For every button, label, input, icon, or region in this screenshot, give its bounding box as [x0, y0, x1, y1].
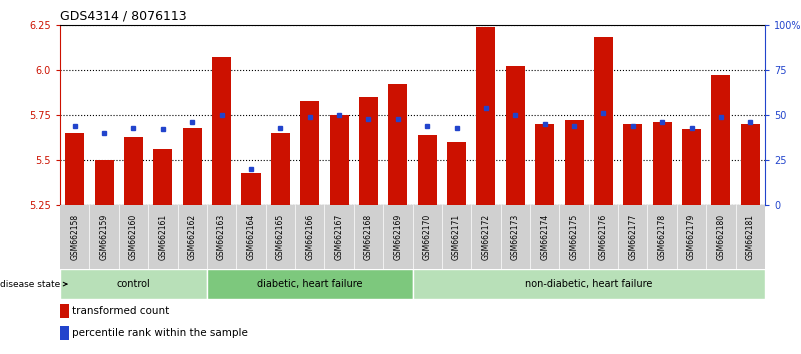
- Bar: [241, 173, 260, 205]
- Text: transformed count: transformed count: [72, 306, 170, 316]
- Text: GSM662176: GSM662176: [599, 214, 608, 260]
- Bar: [711, 75, 731, 205]
- Text: GSM662177: GSM662177: [628, 214, 638, 260]
- Text: GSM662172: GSM662172: [481, 214, 490, 260]
- Bar: [271, 133, 290, 205]
- Text: GSM662178: GSM662178: [658, 214, 666, 260]
- Text: GSM662166: GSM662166: [305, 214, 314, 260]
- Bar: [359, 97, 378, 205]
- Bar: [153, 149, 172, 205]
- Bar: [95, 160, 114, 205]
- Text: percentile rank within the sample: percentile rank within the sample: [72, 328, 248, 338]
- Bar: [413, 269, 765, 299]
- Bar: [565, 120, 584, 205]
- Text: non-diabetic, heart failure: non-diabetic, heart failure: [525, 279, 653, 289]
- Bar: [741, 124, 760, 205]
- Bar: [60, 269, 207, 299]
- Text: GSM662173: GSM662173: [511, 214, 520, 260]
- Text: disease state: disease state: [0, 280, 66, 289]
- Text: GSM662158: GSM662158: [70, 214, 79, 260]
- Bar: [212, 57, 231, 205]
- Text: GSM662167: GSM662167: [335, 214, 344, 260]
- Bar: [207, 269, 413, 299]
- Bar: [505, 66, 525, 205]
- Text: GSM662161: GSM662161: [159, 214, 167, 260]
- Text: GSM662168: GSM662168: [364, 214, 373, 260]
- Text: GSM662159: GSM662159: [99, 214, 109, 260]
- Bar: [60, 326, 69, 340]
- Text: GSM662162: GSM662162: [187, 214, 197, 260]
- Text: GSM662165: GSM662165: [276, 214, 285, 260]
- Text: GSM662179: GSM662179: [687, 214, 696, 260]
- Text: control: control: [117, 279, 151, 289]
- Bar: [417, 135, 437, 205]
- Bar: [594, 38, 613, 205]
- Bar: [65, 133, 84, 205]
- Bar: [623, 124, 642, 205]
- Text: GSM662180: GSM662180: [716, 214, 726, 260]
- Bar: [447, 142, 466, 205]
- Text: GSM662164: GSM662164: [247, 214, 256, 260]
- Text: GDS4314 / 8076113: GDS4314 / 8076113: [60, 9, 187, 22]
- Text: GSM662169: GSM662169: [393, 214, 402, 260]
- Text: GSM662163: GSM662163: [217, 214, 226, 260]
- Bar: [477, 27, 496, 205]
- Text: GSM662181: GSM662181: [746, 214, 755, 260]
- Bar: [300, 101, 320, 205]
- Bar: [535, 124, 554, 205]
- Bar: [653, 122, 672, 205]
- Bar: [60, 304, 69, 318]
- Bar: [124, 137, 143, 205]
- Text: GSM662171: GSM662171: [452, 214, 461, 260]
- Text: GSM662175: GSM662175: [570, 214, 578, 260]
- Text: GSM662170: GSM662170: [423, 214, 432, 260]
- Bar: [329, 115, 348, 205]
- Bar: [682, 130, 701, 205]
- Text: diabetic, heart failure: diabetic, heart failure: [257, 279, 363, 289]
- Bar: [388, 84, 408, 205]
- Bar: [183, 128, 202, 205]
- Text: GSM662174: GSM662174: [540, 214, 549, 260]
- Text: GSM662160: GSM662160: [129, 214, 138, 260]
